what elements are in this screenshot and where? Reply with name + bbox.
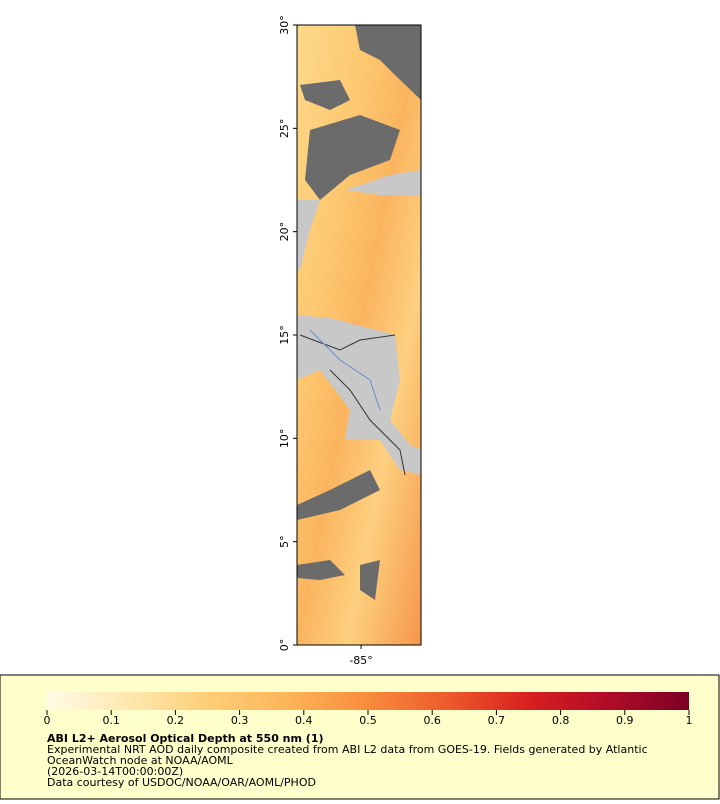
y-tick-label: 30° [278, 15, 291, 35]
colorbar-tick-label: 0.6 [423, 714, 441, 727]
colorbar-tick-label: 0.9 [616, 714, 634, 727]
y-tick-label: 5° [278, 535, 291, 548]
legend-line: OceanWatch node at NOAA/AOML [47, 754, 234, 767]
colorbar-tick-label: 0.3 [231, 714, 249, 727]
y-tick-label: 15° [278, 325, 291, 345]
colorbar-tick-label: 0.5 [359, 714, 377, 727]
colorbar [47, 692, 689, 710]
map-axes: 0° 5° 10° 15° 20° 25° 30° -85° [278, 15, 373, 667]
map-image [296, 24, 422, 646]
colorbar-tick-label: 0.1 [102, 714, 120, 727]
colorbar-tick-label: 0.7 [488, 714, 506, 727]
colorbar-axis: 0 0.1 0.2 0.3 0.4 0.5 0.6 0.7 0.8 0.9 1 [44, 710, 693, 727]
colorbar-tick-label: 1 [686, 714, 693, 727]
colorbar-tick-label: 0 [44, 714, 51, 727]
legend-line: (2026-03-14T00:00:00Z) [47, 765, 183, 778]
colorbar-tick-label: 0.8 [552, 714, 570, 727]
colorbar-tick-label: 0.4 [295, 714, 313, 727]
x-tick-label: -85° [349, 654, 372, 667]
legend-text: Experimental NRT AOD daily composite cre… [47, 743, 648, 789]
legend-title: ABI L2+ Aerosol Optical Depth at 550 nm … [47, 732, 324, 745]
y-tick-label: 20° [278, 222, 291, 242]
legend-line: Data courtesy of USDOC/NOAA/OAR/AOML/PHO… [47, 776, 316, 789]
y-tick-label: 25° [278, 119, 291, 139]
y-tick-label: 0° [278, 639, 291, 652]
y-tick-label: 10° [278, 429, 291, 449]
legend-line: Experimental NRT AOD daily composite cre… [47, 743, 648, 756]
colorbar-tick-label: 0.2 [167, 714, 185, 727]
